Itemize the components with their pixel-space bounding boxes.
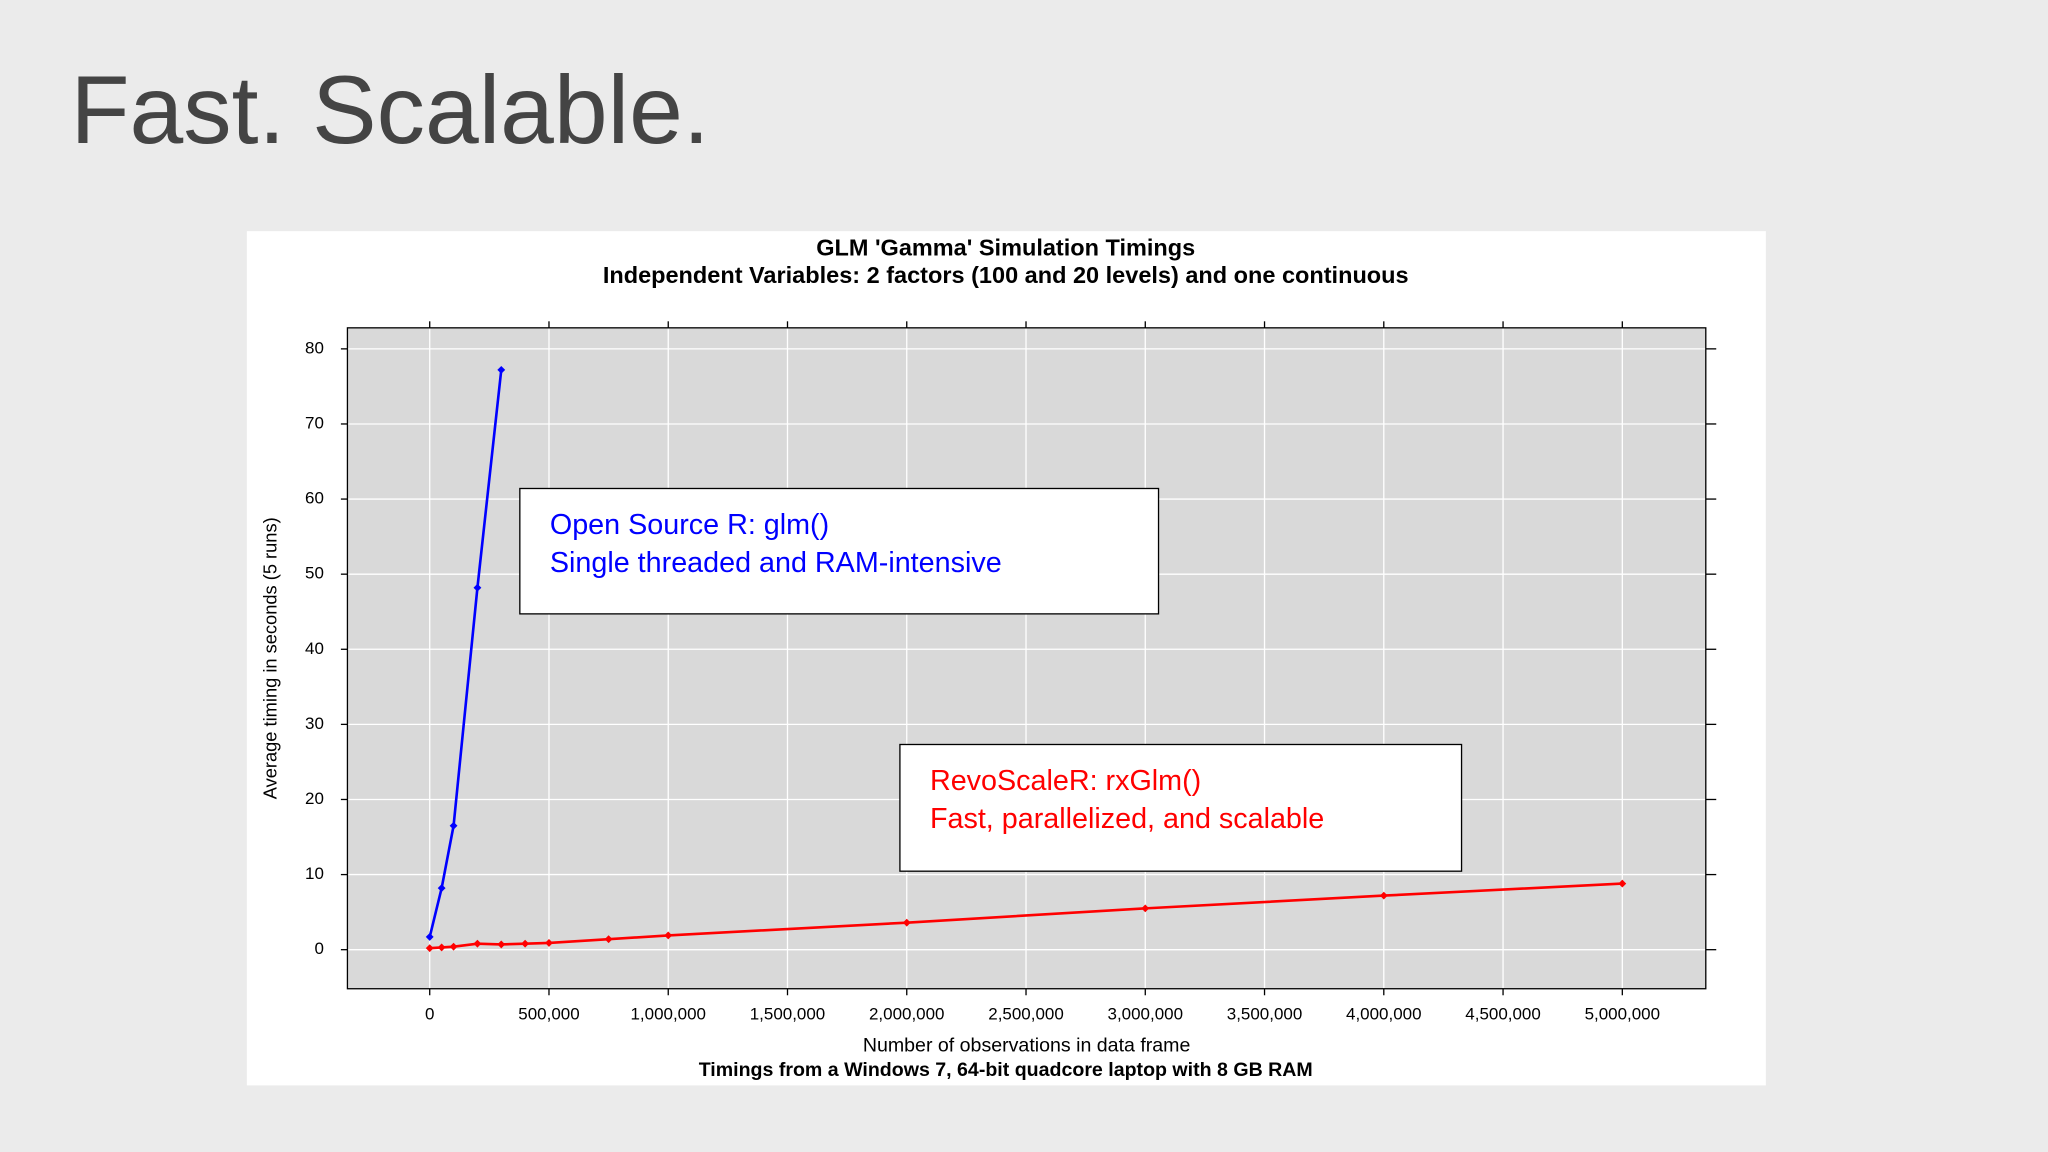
- annotation-box: [899, 743, 1463, 872]
- x-tick-label: 3,000,000: [1108, 1004, 1184, 1023]
- annotation-text: RevoScaleR: rxGlm(): [930, 765, 1201, 797]
- data-point: [449, 821, 458, 830]
- plot-frame: [346, 327, 1707, 990]
- y-tick-label: 10: [305, 864, 324, 883]
- x-tick-label: 0: [425, 1004, 434, 1023]
- data-point: [449, 942, 458, 951]
- data-point: [425, 944, 434, 953]
- data-point: [425, 932, 434, 941]
- data-point: [473, 583, 482, 592]
- y-tick-label: 50: [305, 564, 324, 583]
- chart-title: GLM 'Gamma' Simulation Timings: [816, 235, 1195, 261]
- x-tick-label: 2,000,000: [869, 1004, 945, 1023]
- y-tick-label: 40: [305, 639, 324, 658]
- annotation-text: Fast, parallelized, and scalable: [930, 803, 1324, 835]
- data-point: [1379, 891, 1388, 900]
- data-point: [902, 918, 911, 927]
- x-tick-label: 5,000,000: [1585, 1004, 1661, 1023]
- slide-title: Fast. Scalable.: [71, 57, 710, 164]
- x-tick-label: 2,500,000: [988, 1004, 1064, 1023]
- y-tick-label: 70: [305, 413, 324, 432]
- x-tick-label: 4,500,000: [1465, 1004, 1541, 1023]
- x-tick-label: 3,500,000: [1227, 1004, 1303, 1023]
- x-tick-label: 1,500,000: [750, 1004, 826, 1023]
- chart-subtitle: Independent Variables: 2 factors (100 an…: [603, 262, 1409, 288]
- y-tick-label: 60: [305, 489, 324, 508]
- annotation-box: [519, 487, 1160, 615]
- annotation-text: Single threaded and RAM-intensive: [550, 547, 1002, 579]
- y-tick-label: 30: [305, 714, 324, 733]
- y-axis-label: Average timing in seconds (5 runs): [260, 517, 281, 799]
- chart-caption: Timings from a Windows 7, 64-bit quadcor…: [699, 1059, 1313, 1081]
- data-point: [1618, 879, 1627, 888]
- y-tick-label: 0: [314, 939, 323, 958]
- y-tick-label: 80: [305, 338, 324, 357]
- x-tick-label: 4,000,000: [1346, 1004, 1422, 1023]
- x-tick-label: 500,000: [518, 1004, 579, 1023]
- data-point: [473, 939, 482, 948]
- x-axis-label: Number of observations in data frame: [863, 1034, 1191, 1056]
- x-tick-label: 1,000,000: [630, 1004, 706, 1023]
- annotation-text: Open Source R: glm(): [550, 509, 829, 541]
- y-tick-label: 20: [305, 789, 324, 808]
- data-point: [1141, 904, 1150, 913]
- data-point: [545, 939, 553, 947]
- data-point: [604, 935, 613, 944]
